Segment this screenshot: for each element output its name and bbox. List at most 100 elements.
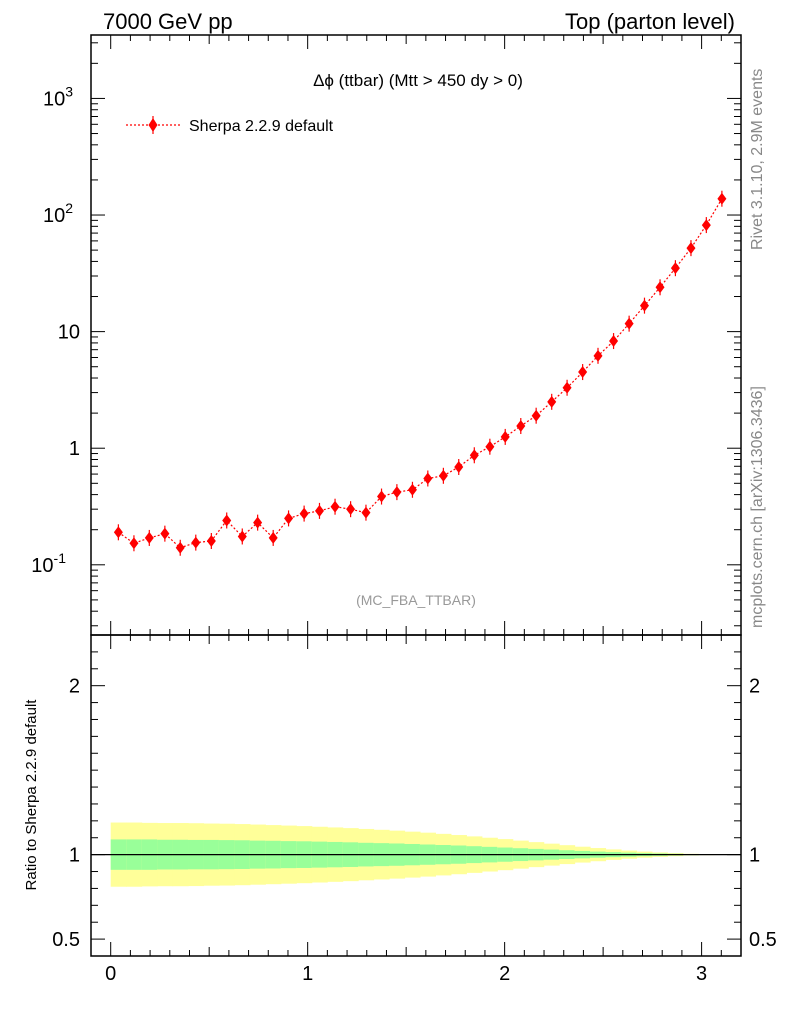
data-point [624, 315, 634, 332]
data-point [346, 501, 356, 518]
point-marker [160, 527, 170, 540]
data-point [314, 502, 324, 519]
point-marker [314, 504, 324, 517]
point-marker [346, 503, 356, 516]
point-marker [129, 537, 139, 550]
data-point [237, 528, 247, 545]
data-point [500, 428, 510, 445]
point-marker [191, 536, 201, 549]
point-marker [377, 490, 387, 503]
ratio-ylabel: Ratio to Sherpa 2.2.9 default [23, 699, 40, 891]
main-plot-marks [113, 190, 727, 556]
rivet-label: Rivet 3.1.10, 2.9M events [749, 69, 766, 250]
point-marker [469, 449, 479, 462]
data-point [423, 470, 433, 487]
point-marker [624, 317, 634, 330]
point-marker [330, 500, 340, 513]
x-tick-label: 2 [499, 963, 510, 985]
x-tick-label: 1 [302, 963, 313, 985]
legend-entry: Sherpa 2.2.9 default [189, 118, 334, 135]
y-tick-label: 102 [43, 200, 73, 227]
legend: Sherpa 2.2.9 default [126, 116, 334, 135]
data-point [670, 260, 680, 277]
data-point [547, 393, 557, 410]
data-point [330, 498, 340, 515]
x-tick-label: 3 [696, 963, 707, 985]
data-point [299, 505, 309, 522]
ratio-y-tick-label-right: 2 [749, 676, 760, 698]
point-marker [547, 395, 557, 408]
point-marker [593, 349, 603, 362]
data-point [191, 534, 201, 551]
data-point [113, 524, 123, 541]
point-marker [268, 531, 278, 544]
data-point [593, 347, 603, 364]
ratio-y-tick-label-right: 0.5 [749, 929, 777, 951]
ratio-y-tick-label-right: 1 [749, 845, 760, 867]
point-marker [175, 541, 185, 554]
chart-title: Δϕ (ttbar) (Mtt > 450 dy > 0) [313, 71, 523, 90]
y-tick-label: 10 [58, 322, 80, 344]
data-point [655, 279, 665, 296]
ratio-frame [90, 634, 742, 957]
legend-marker [148, 118, 158, 132]
data-point [469, 447, 479, 464]
point-marker [237, 530, 247, 543]
data-point [160, 525, 170, 542]
point-marker [423, 472, 433, 485]
point-marker [299, 507, 309, 520]
series-line [118, 198, 723, 549]
data-point [717, 190, 727, 207]
data-point [175, 539, 185, 556]
point-marker [562, 381, 572, 394]
point-marker [222, 514, 232, 527]
point-marker [717, 192, 727, 205]
data-point [253, 514, 263, 531]
main-panel: 10-1 1 10 102 103 Δϕ (ttbar) (Mtt > 450 dy >… [31, 34, 742, 636]
ratio-y-tick-label: 0.5 [52, 929, 80, 951]
point-marker [609, 335, 619, 348]
data-point [377, 488, 387, 505]
data-point [609, 333, 619, 350]
ratio-panel: 0.5 0.5 1 1 2 2 0 1 2 3 Ratio to Sherpa 2.2.9 def… [23, 634, 777, 985]
point-marker [578, 366, 588, 379]
point-marker [392, 486, 402, 499]
point-marker [253, 516, 263, 529]
data-point [222, 512, 232, 529]
header-right-label: Top (parton level) [565, 9, 735, 34]
point-marker [407, 483, 417, 496]
data-point [206, 533, 216, 550]
point-marker [113, 526, 123, 539]
point-marker [516, 420, 526, 433]
data-point [485, 438, 495, 455]
data-point [129, 535, 139, 552]
point-marker [438, 469, 448, 482]
point-marker [485, 440, 495, 453]
main-axes: 10-1 1 10 102 103 [31, 35, 742, 635]
point-marker [639, 299, 649, 312]
y-tick-label: 10-1 [31, 550, 66, 577]
y-tick-label: 1 [69, 438, 80, 460]
watermark: (MC_FBA_TTBAR) [356, 592, 476, 608]
data-point [578, 364, 588, 381]
data-point [438, 467, 448, 484]
data-point [392, 484, 402, 501]
data-point [454, 459, 464, 476]
data-point [361, 504, 371, 521]
data-point [639, 297, 649, 314]
point-marker [206, 535, 216, 548]
data-point [144, 529, 154, 546]
data-point [562, 379, 572, 396]
data-point [516, 418, 526, 435]
ratio-axes: 0.5 0.5 1 1 2 2 0 1 2 3 [52, 634, 777, 985]
mcplots-label: mcplots.cern.ch [arXiv:1306.3436] [749, 386, 766, 628]
y-tick-label: 103 [43, 83, 73, 110]
point-marker [454, 461, 464, 474]
point-marker [284, 512, 294, 525]
point-marker [670, 262, 680, 275]
header-left-label: 7000 GeV pp [103, 9, 233, 34]
data-point [284, 510, 294, 527]
point-marker [361, 506, 371, 519]
x-tick-label: 0 [105, 963, 116, 985]
